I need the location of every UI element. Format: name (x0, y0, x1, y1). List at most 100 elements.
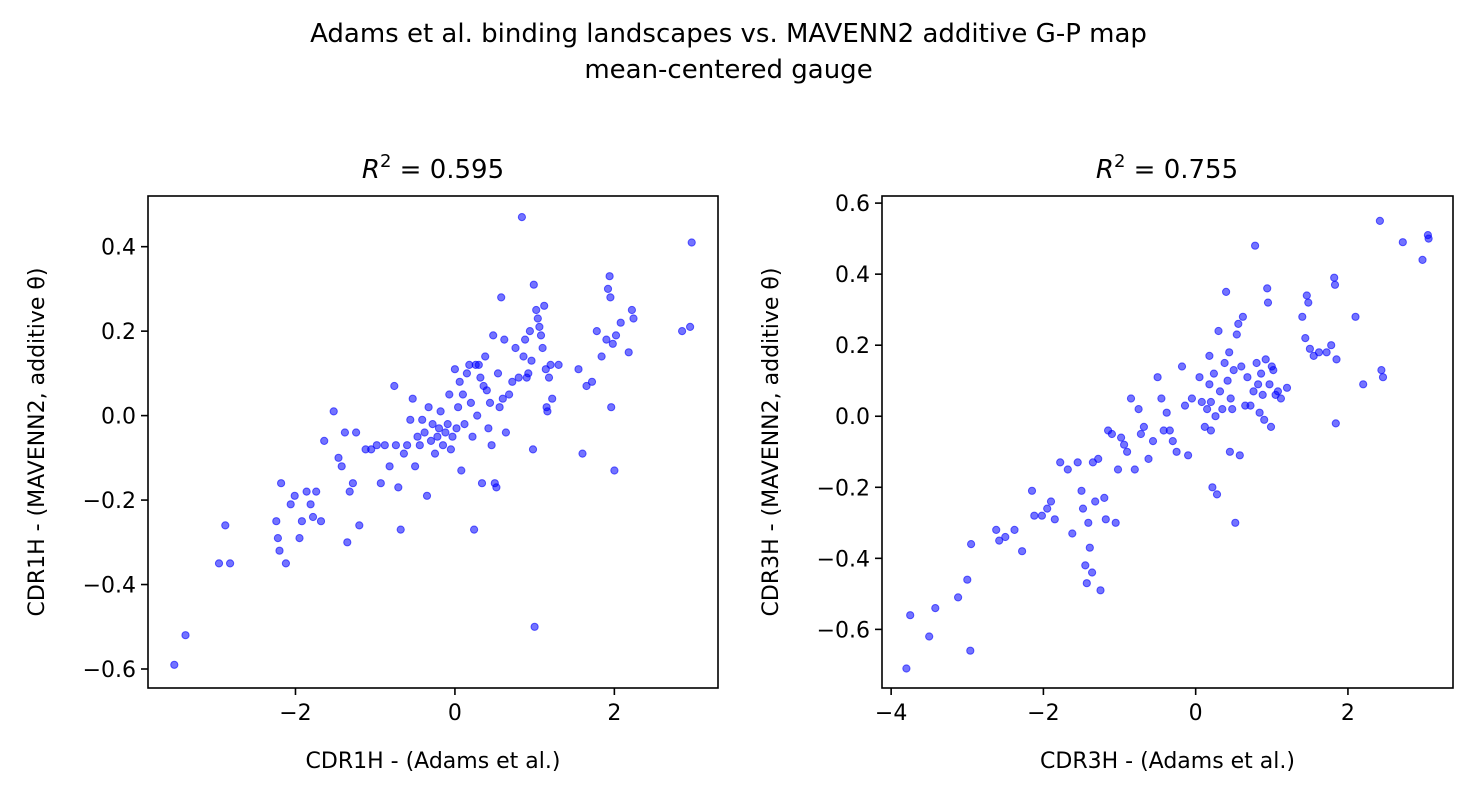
data-point (430, 449, 440, 458)
data-point (527, 356, 536, 365)
data-point (470, 525, 479, 534)
x-tick-label: 0 (1189, 701, 1203, 726)
data-point (477, 479, 487, 488)
data-point (221, 521, 230, 530)
data-point (1068, 529, 1077, 538)
data-point (544, 373, 554, 382)
data-point (1197, 397, 1206, 407)
y-axis-label: CDR3H - (MAVENN2, additive θ) (759, 268, 784, 617)
data-point (493, 369, 503, 378)
data-point (1215, 387, 1225, 396)
data-point (482, 386, 491, 395)
data-point (348, 479, 357, 488)
data-point (578, 449, 587, 458)
data-point (1243, 373, 1252, 382)
data-point (1172, 447, 1181, 456)
data-point (528, 445, 538, 454)
data-point (1206, 426, 1216, 435)
data-point (1314, 348, 1324, 357)
data-point (306, 500, 315, 509)
scatter-points-cdr3h (902, 216, 1433, 673)
data-point (902, 664, 911, 673)
data-point (290, 491, 299, 500)
data-point (1082, 579, 1091, 588)
data-point (316, 517, 326, 526)
data-point (1273, 387, 1283, 396)
data-point (454, 403, 463, 412)
data-point (1225, 348, 1234, 357)
data-point (448, 432, 457, 441)
data-point (408, 394, 417, 403)
data-point (519, 352, 528, 361)
data-point (582, 381, 591, 391)
data-point (554, 360, 563, 369)
data-point (411, 462, 420, 471)
data-point (275, 546, 284, 555)
data-point (966, 646, 975, 655)
data-point (906, 611, 915, 620)
data-point (372, 441, 381, 450)
data-point (1424, 234, 1433, 243)
data-point (1056, 458, 1065, 467)
data-point (540, 301, 549, 310)
data-point (1246, 401, 1255, 410)
data-point (1206, 397, 1216, 407)
data-point (1168, 437, 1177, 446)
data-point (1327, 341, 1336, 350)
data-point (466, 398, 475, 407)
data-point (1162, 408, 1171, 417)
data-point (1001, 532, 1010, 542)
data-point (1126, 394, 1136, 403)
data-point (476, 373, 485, 382)
y-tick-label: −0.6 (83, 658, 136, 683)
data-point (1037, 511, 1047, 520)
data-point (394, 483, 403, 492)
data-point (1205, 351, 1214, 360)
data-point (574, 365, 583, 374)
data-point (597, 352, 606, 361)
data-point (1107, 429, 1117, 439)
data-point (543, 407, 552, 416)
data-point (403, 441, 412, 450)
data-point (343, 538, 352, 547)
y-tick-label: 0.4 (835, 263, 870, 288)
data-point (611, 331, 621, 340)
data-point (434, 424, 444, 433)
data-point (1235, 451, 1244, 460)
x-tick-label: 2 (607, 701, 621, 726)
data-point (485, 398, 495, 407)
data-point (446, 445, 455, 454)
data-point (995, 536, 1004, 545)
data-point (1030, 511, 1039, 520)
data-point (1211, 412, 1220, 421)
data-point (1100, 493, 1109, 502)
data-point (418, 415, 427, 424)
data-point (1304, 298, 1313, 307)
data-point (273, 534, 282, 543)
data-point (1231, 518, 1240, 527)
data-point (624, 348, 633, 357)
data-point (546, 360, 555, 369)
panel-title: R2 = 0.595 (362, 151, 504, 185)
data-point (603, 284, 613, 293)
data-point (337, 462, 346, 471)
data-point (1153, 373, 1162, 382)
data-point (1177, 362, 1187, 371)
panel-cdr3h: −4 −2 0 2 −0.6 −0.4 −0.2 0.0 0.2 0.4 0.6 CDR3H - (A… (759, 151, 1454, 774)
data-point (1010, 525, 1019, 535)
data-point (320, 436, 329, 445)
x-tick-label: 0 (448, 701, 462, 726)
data-point (1263, 284, 1272, 293)
data-point (1238, 312, 1248, 321)
data-point (517, 213, 527, 222)
data-point (1046, 497, 1056, 506)
data-point (992, 525, 1001, 535)
data-point (1208, 483, 1217, 492)
data-point (1251, 241, 1260, 250)
data-point (505, 390, 514, 399)
data-point (1330, 273, 1339, 282)
data-point (286, 500, 295, 509)
data-point (1157, 394, 1166, 403)
data-point (1195, 373, 1204, 382)
data-point (1377, 366, 1386, 375)
